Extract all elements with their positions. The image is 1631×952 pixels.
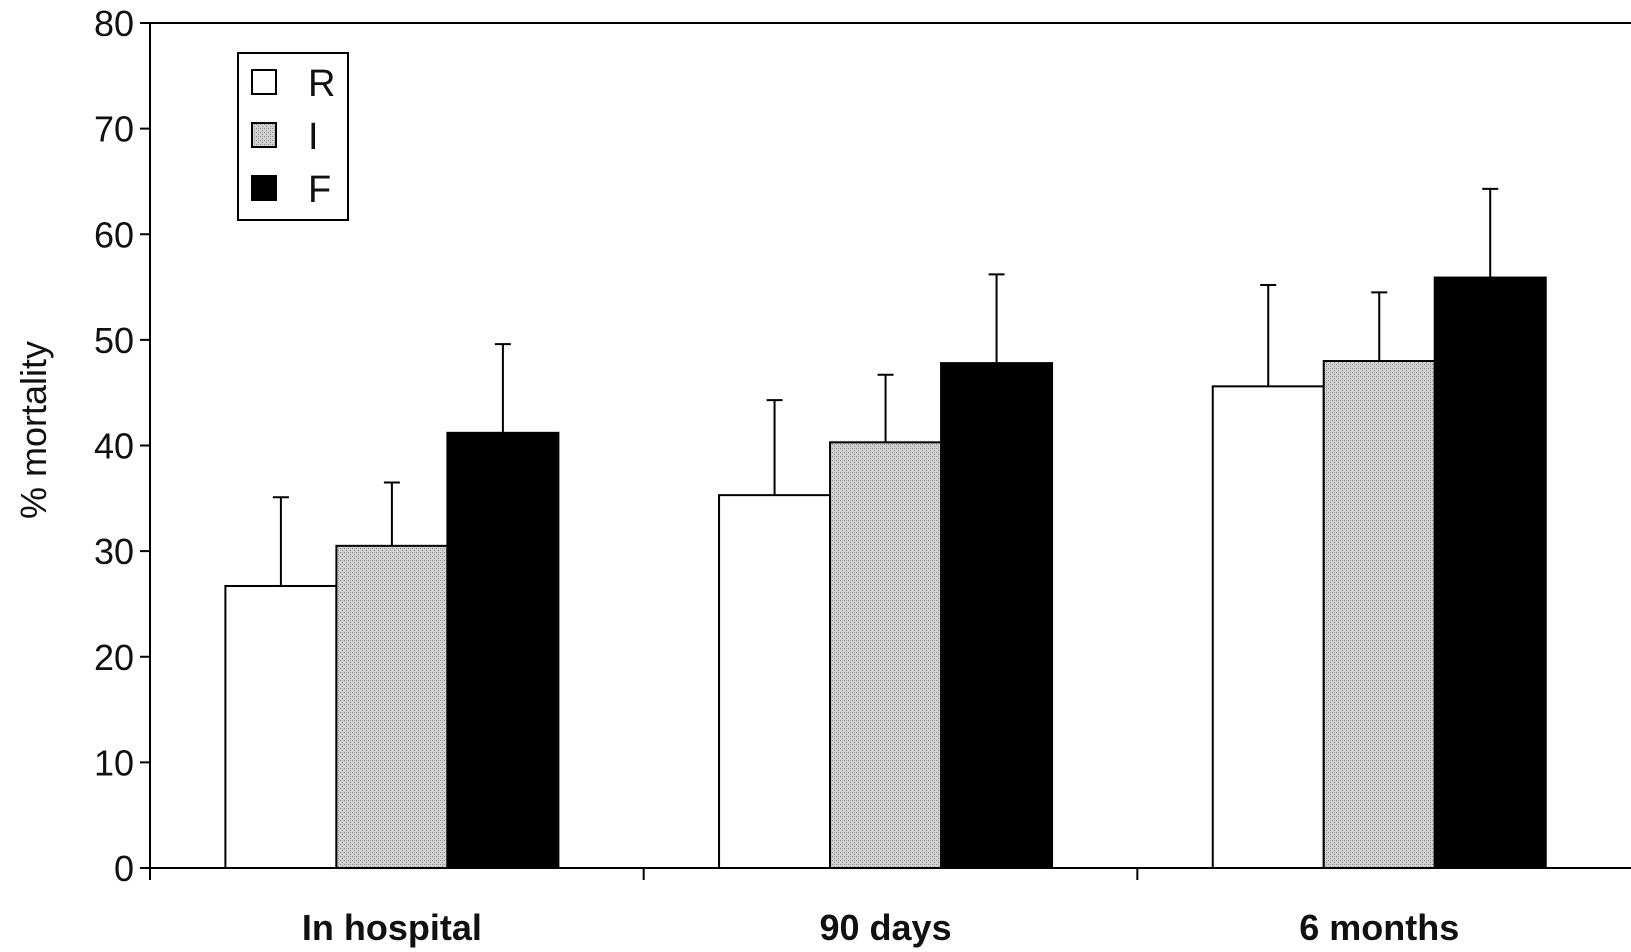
legend-label-F: F — [308, 169, 331, 211]
legend-swatch-F — [251, 175, 277, 201]
x-category-label: In hospital — [302, 907, 482, 948]
y-tick-label: 80 — [94, 3, 134, 44]
y-tick-label: 20 — [94, 637, 134, 678]
y-tick-label: 0 — [114, 848, 134, 889]
y-tick-label: 30 — [94, 531, 134, 572]
y-tick-label: 10 — [94, 742, 134, 783]
bar-F-1 — [940, 362, 1054, 869]
y-tick-label: 70 — [94, 109, 134, 150]
bar-I-2 — [1322, 360, 1436, 869]
legend: RIF — [237, 52, 349, 221]
y-tick-label: 50 — [94, 320, 134, 361]
bar-F-0 — [446, 431, 560, 869]
legend-swatch-I — [251, 122, 277, 148]
y-tick-label: 60 — [94, 214, 134, 255]
bar-R-0 — [224, 584, 338, 869]
x-category-label: 6 months — [1299, 907, 1459, 948]
y-tick-label: 40 — [94, 426, 134, 467]
error-bars — [272, 187, 1499, 586]
bar-F-2 — [1433, 276, 1547, 869]
bar-R-1 — [718, 494, 832, 869]
bars — [224, 276, 1547, 869]
legend-label-R: R — [308, 63, 335, 105]
y-axis-title: % mortality — [13, 341, 54, 519]
bar-R-2 — [1211, 385, 1325, 869]
bar-I-1 — [829, 441, 943, 869]
legend-swatch-R — [251, 69, 277, 95]
x-category-label: 90 days — [820, 907, 952, 948]
bar-I-0 — [335, 544, 449, 869]
legend-label-I: I — [308, 116, 319, 158]
y-axis: 0 10 20 30 40 50 60 70 80 — [94, 3, 150, 889]
x-axis: In hospital 90 days 6 months — [149, 868, 1459, 948]
